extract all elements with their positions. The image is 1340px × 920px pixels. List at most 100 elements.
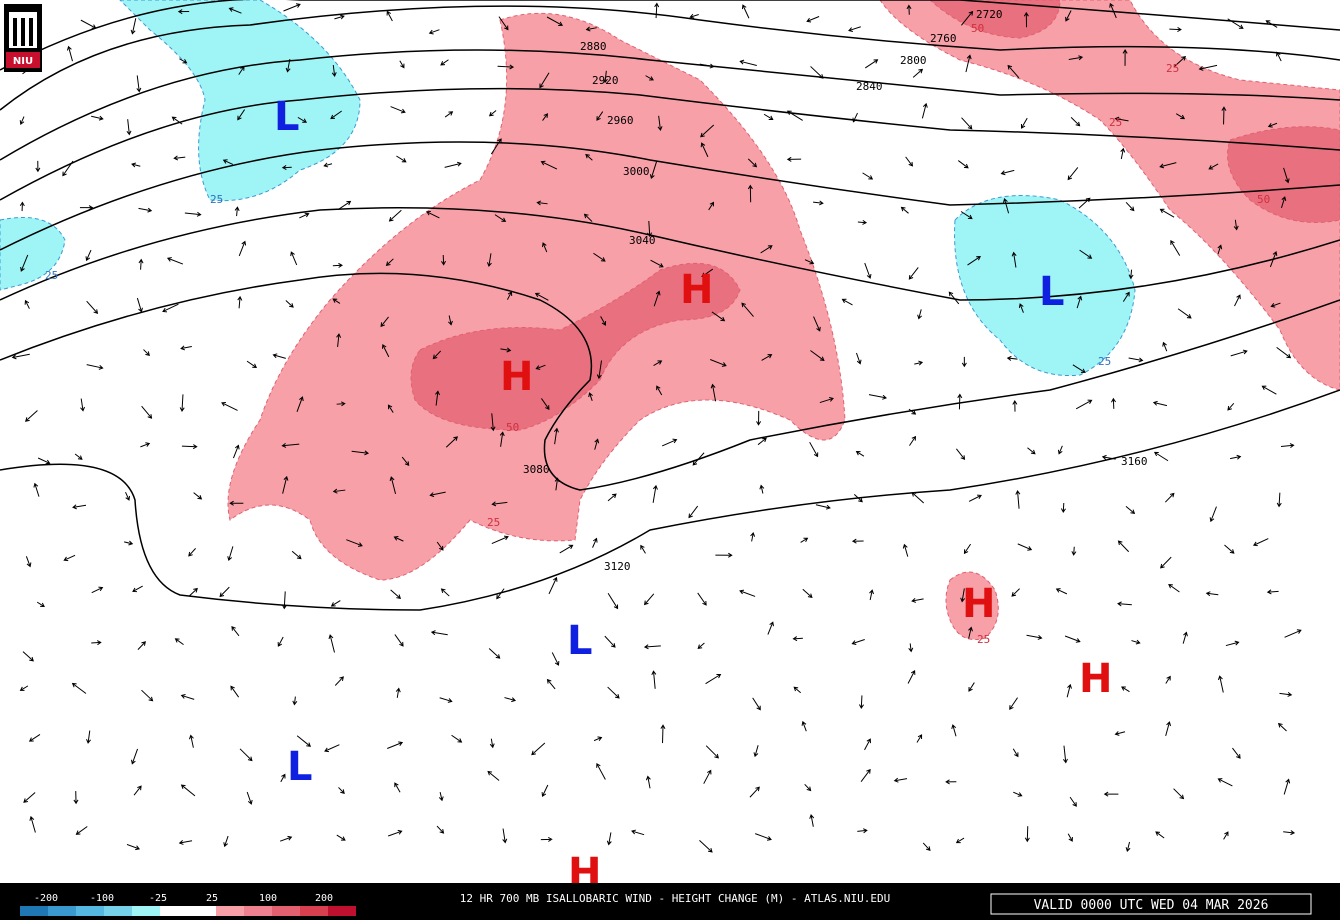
wind-arrow: [91, 586, 104, 594]
wind-arrow: [786, 110, 803, 121]
wind-arrow: [488, 648, 501, 659]
wind-arrow: [607, 493, 617, 502]
wind-arrow: [22, 651, 34, 662]
wind-arrow: [902, 543, 909, 557]
wind-arrow: [138, 207, 153, 213]
wind-arrow: [336, 333, 342, 347]
wind-arrow: [960, 211, 973, 220]
wind-arrow: [968, 682, 975, 692]
contour-label: 3160: [1121, 455, 1148, 468]
wind-arrow: [66, 45, 73, 62]
wind-arrow: [908, 267, 919, 280]
wind-arrow: [857, 219, 868, 225]
wind-arrow: [1233, 219, 1239, 231]
wind-arrow: [35, 160, 41, 173]
wind-arrow: [804, 783, 812, 792]
wind-arrow: [1227, 18, 1244, 29]
wind-arrow: [810, 350, 825, 361]
wind-arrow: [602, 70, 608, 84]
wind-arrow: [921, 102, 928, 119]
wind-arrow: [1281, 196, 1287, 209]
wind-arrow: [1159, 208, 1175, 218]
wind-arrow: [1155, 831, 1165, 839]
wind-arrow: [63, 554, 76, 562]
wind-arrow: [426, 210, 440, 219]
change-label: 50: [971, 22, 984, 35]
wind-arrow: [1020, 117, 1028, 129]
contour-label: 3080: [523, 463, 550, 476]
wind-arrow: [645, 75, 654, 81]
wind-arrow: [911, 597, 924, 603]
wind-arrow: [25, 556, 32, 568]
wind-arrow: [166, 257, 184, 265]
wind-arrow: [1276, 346, 1292, 359]
wind-arrow: [1125, 505, 1136, 515]
wind-arrow: [759, 484, 765, 494]
wind-arrow: [180, 345, 192, 351]
wind-arrow: [841, 298, 853, 306]
wind-arrow: [1000, 169, 1015, 176]
wind-arrow: [1261, 385, 1277, 395]
wind-arrow: [855, 352, 862, 365]
high-center: H: [500, 354, 533, 400]
wind-arrow: [19, 116, 25, 125]
wind-arrow: [337, 200, 352, 211]
wind-arrow: [596, 111, 604, 121]
wind-arrow: [19, 685, 29, 691]
wind-arrow: [1055, 588, 1068, 595]
wind-arrow: [246, 791, 253, 805]
wind-arrow: [761, 354, 773, 361]
wind-arrow: [75, 826, 88, 835]
wind-arrow: [330, 110, 342, 120]
wind-arrow: [864, 262, 872, 279]
wind-arrow: [74, 453, 83, 460]
wind-arrow: [71, 682, 87, 694]
wind-arrow: [654, 2, 660, 19]
wind-arrow: [86, 730, 91, 744]
wind-arrow: [338, 787, 345, 794]
wind-arrow: [951, 724, 957, 737]
wind-arrow: [1182, 631, 1188, 644]
wind-arrow: [445, 436, 458, 448]
wind-arrow: [351, 450, 370, 456]
wind-arrow: [20, 254, 29, 272]
wind-arrow: [546, 16, 564, 26]
wind-arrow: [539, 72, 550, 89]
wind-arrow: [1015, 490, 1021, 509]
contour-labels: 2720 2760 2800 2840 2880 2920 2960 3000 …: [523, 8, 1148, 573]
wind-arrow: [396, 155, 407, 163]
wind-arrow: [909, 435, 917, 446]
wind-arrow: [490, 413, 496, 432]
wind-arrow: [219, 586, 230, 598]
wind-arrow: [809, 441, 819, 458]
contour-label: 2840: [856, 80, 883, 93]
wind-arrow: [752, 697, 761, 711]
wind-arrow: [279, 835, 293, 842]
wind-arrow: [546, 678, 556, 690]
wind-arrow: [1277, 722, 1287, 732]
wind-arrow: [660, 724, 666, 744]
wind-arrow: [439, 697, 453, 703]
wind-arrow: [801, 720, 807, 732]
wind-arrow: [291, 550, 302, 560]
wind-arrow: [703, 769, 712, 784]
high-center: H: [962, 581, 995, 627]
change-label: 50: [1257, 193, 1270, 206]
wind-arrow: [857, 828, 868, 834]
wind-arrow: [346, 539, 363, 547]
wind-arrow: [747, 158, 758, 168]
wind-arrow: [23, 792, 36, 803]
wind-arrow: [753, 745, 759, 758]
wind-arrow: [1252, 538, 1269, 547]
wind-arrow: [739, 589, 756, 597]
wind-arrow: [36, 601, 45, 608]
wind-arrow: [968, 626, 973, 639]
wind-arrow: [757, 437, 767, 446]
wind-arrow: [792, 636, 803, 642]
wind-arrow: [645, 775, 651, 789]
wind-arrow: [1170, 240, 1181, 256]
wind-arrow: [323, 162, 333, 168]
wind-arrow: [692, 452, 705, 466]
wind-arrow: [80, 398, 86, 412]
high-center: H: [1079, 656, 1112, 702]
